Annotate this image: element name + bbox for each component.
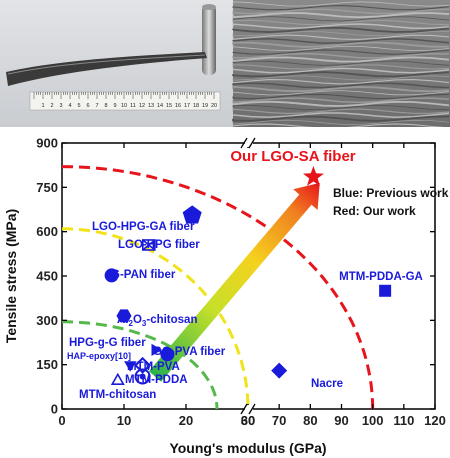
y-tick-label: 300 <box>36 313 58 328</box>
legend-ours: Red: Our work <box>333 204 416 218</box>
ruler-number: 1 <box>41 103 44 109</box>
trend-arrow <box>148 182 320 382</box>
ruler-number: 15 <box>166 103 172 109</box>
point-label: HPG-g-G fiber <box>69 337 146 349</box>
ruler-number: 10 <box>121 103 127 109</box>
marker-al2o3-chitosan <box>116 309 132 323</box>
sem-cross-section <box>232 0 450 127</box>
axis-break-mark <box>240 137 248 149</box>
x-tick-label: 120 <box>424 413 446 428</box>
point-label: Al2O3-chitosan <box>117 314 197 328</box>
x-tick-label: 20 <box>179 413 193 428</box>
limit-arc-2 <box>62 320 219 409</box>
fiber-photo: 1 2 3 4 5 6 7 8 9 10 11 12 13 14 15 16 17 18 19 20 <box>0 0 233 127</box>
marker-our-lgo-sa-fiber <box>303 166 324 186</box>
y-tick-label: 150 <box>36 357 58 372</box>
ruler-number: 4 <box>68 103 71 109</box>
ruler-number: 17 <box>184 103 190 109</box>
x-axis-title: Young's modulus (GPa) <box>169 440 326 456</box>
point-label: MTM-PDDA-GA <box>339 271 423 283</box>
point-label: G-PAN fiber <box>111 269 176 281</box>
axis-break-mark <box>240 403 248 415</box>
y-tick-label: 0 <box>51 402 58 417</box>
marker-mtm-pdda <box>134 368 151 385</box>
point-label: MTM-PDDA <box>125 374 188 386</box>
ruler-number: 8 <box>104 103 107 109</box>
point-label: Nacre <box>311 378 343 390</box>
marker-hpg-g-g-fiber <box>151 343 162 356</box>
y-tick-label: 450 <box>36 269 58 284</box>
ruler-number: 12 <box>139 103 145 109</box>
marker-go-pva-fiber <box>160 347 175 362</box>
x-tick-label: 10 <box>117 413 131 428</box>
marker-nacre <box>271 362 288 379</box>
x-tick-label: 60 <box>241 413 255 428</box>
ruler-number: 3 <box>59 103 62 109</box>
ruler-number: 14 <box>157 103 163 109</box>
ruler-number: 13 <box>148 103 154 109</box>
marker-mtm-chitosan <box>110 372 125 386</box>
ruler-number: 11 <box>130 103 136 109</box>
ruler-number: 16 <box>175 103 181 109</box>
ruler-number: 9 <box>113 103 116 109</box>
ruler-number: 18 <box>193 103 199 109</box>
ruler-number: 19 <box>202 103 208 109</box>
marker-lgo-hpg-ga-fiber <box>182 205 202 224</box>
ruler-number: 6 <box>86 103 89 109</box>
x-tick-label: 30 <box>241 413 255 428</box>
point-label: MTM-chitosan <box>79 389 156 401</box>
ruler-number: 20 <box>211 103 217 109</box>
ruler-number: 2 <box>50 103 53 109</box>
axis-break-mark <box>248 137 256 149</box>
x-tick-label: 110 <box>393 413 414 428</box>
point-label: HAP-epoxy[10] <box>67 351 131 361</box>
photo-row: 1 2 3 4 5 6 7 8 9 10 11 12 13 14 15 16 17 18 19 20 <box>0 0 450 127</box>
ruler-number: 5 <box>77 103 80 109</box>
marker-lgo-hpg-fiber <box>142 239 156 251</box>
limit-arc-1 <box>62 227 250 409</box>
ruler: 1 2 3 4 5 6 7 8 9 10 11 12 13 14 15 16 17 18 19 20 <box>29 91 221 111</box>
point-label: LGO-HPG fiber <box>118 239 200 251</box>
point-label: LGO-HPG-GA fiber <box>92 221 195 233</box>
x-tick-label: 0 <box>58 413 65 428</box>
chart-title: Our LGO-SA fiber <box>230 148 355 165</box>
y-tick-label: 900 <box>36 136 58 151</box>
point-label: MTM-PVA <box>127 361 180 373</box>
marker-mtm-pdda-ga <box>379 284 392 297</box>
marker-g-pan-fiber <box>104 268 119 283</box>
axis-break-mark <box>248 403 256 415</box>
point-label: GO-PVA fiber <box>153 346 226 358</box>
x-tick-label: 70 <box>272 413 286 428</box>
legend-previous: Blue: Previous work <box>333 186 449 200</box>
ruler-number: 7 <box>95 103 98 109</box>
y-tick-label: 600 <box>36 224 58 239</box>
x-tick-label: 80 <box>303 413 317 428</box>
y-axis-title: Tensile stress (MPa) <box>3 209 19 343</box>
marker-hap-epoxy-10 <box>124 361 137 372</box>
y-tick-label: 750 <box>36 180 58 195</box>
x-tick-label: 100 <box>362 413 384 428</box>
chart: LGO-HPG-GA fiber LGO-HPG fiber G-PAN fiber… <box>3 136 449 457</box>
x-tick-label: 90 <box>334 413 348 428</box>
